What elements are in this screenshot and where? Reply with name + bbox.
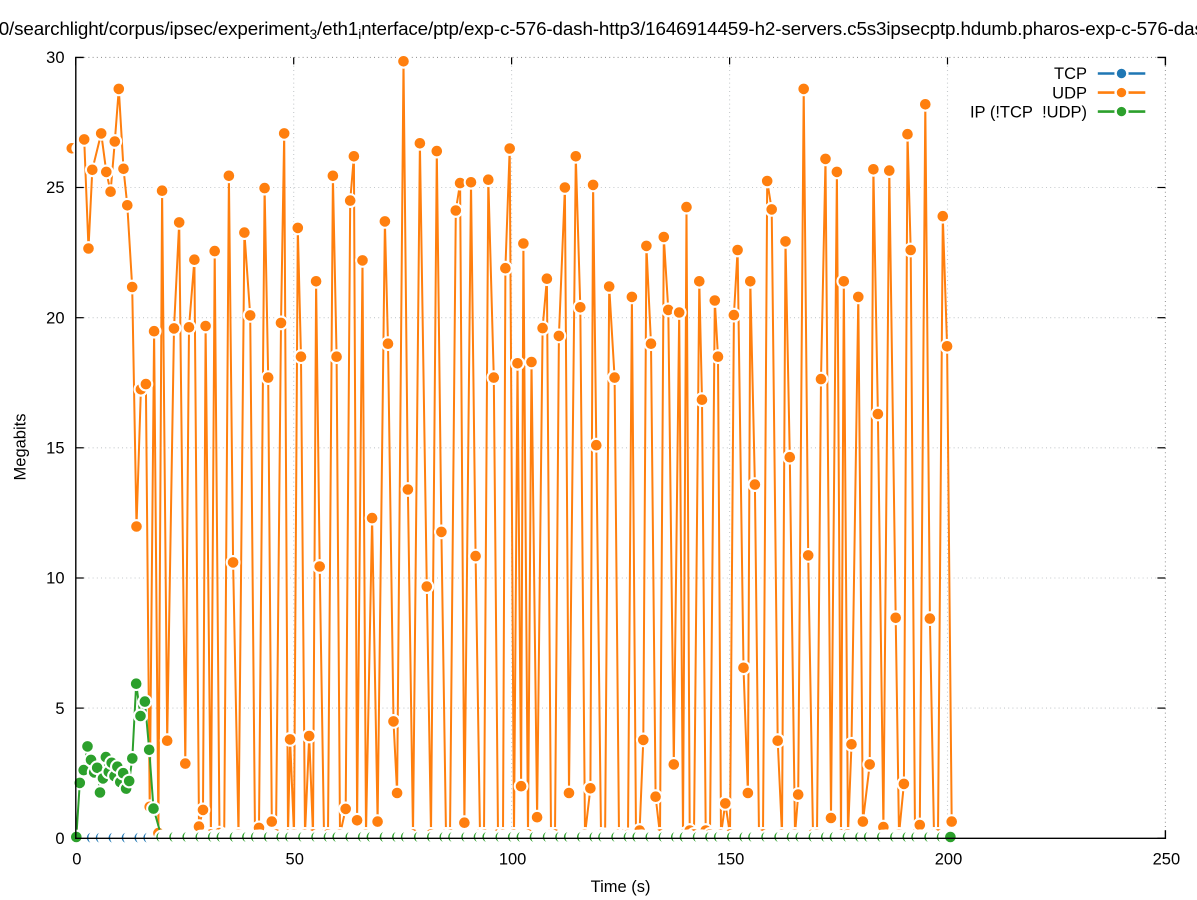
svg-text:150: 150 <box>717 850 745 868</box>
svg-text:Megabits: Megabits <box>12 414 30 481</box>
svg-text:250: 250 <box>1153 850 1181 868</box>
svg-text:200: 200 <box>935 850 963 868</box>
svg-text:100: 100 <box>499 850 527 868</box>
svg-text:50: 50 <box>286 850 304 868</box>
svg-text:Time (s): Time (s) <box>591 878 651 896</box>
svg-text:IP (!TCP !UDP): IP (!TCP !UDP) <box>970 103 1087 121</box>
svg-text:UDP: UDP <box>1052 84 1087 102</box>
svg-text:10: 10 <box>46 570 64 588</box>
svg-text:25: 25 <box>46 179 64 197</box>
svg-text:0: 0 <box>72 850 81 868</box>
svg-text:TCP: TCP <box>1054 65 1087 83</box>
svg-text:20: 20 <box>46 309 64 327</box>
svg-text:30: 30 <box>46 49 64 67</box>
svg-text:0: 0 <box>55 830 64 848</box>
svg-text:15: 15 <box>46 440 64 458</box>
svg-text:5: 5 <box>55 700 64 718</box>
svg-text:0/searchlight/corpus/ipsec/exp: 0/searchlight/corpus/ipsec/experiment3/e… <box>0 18 1197 42</box>
